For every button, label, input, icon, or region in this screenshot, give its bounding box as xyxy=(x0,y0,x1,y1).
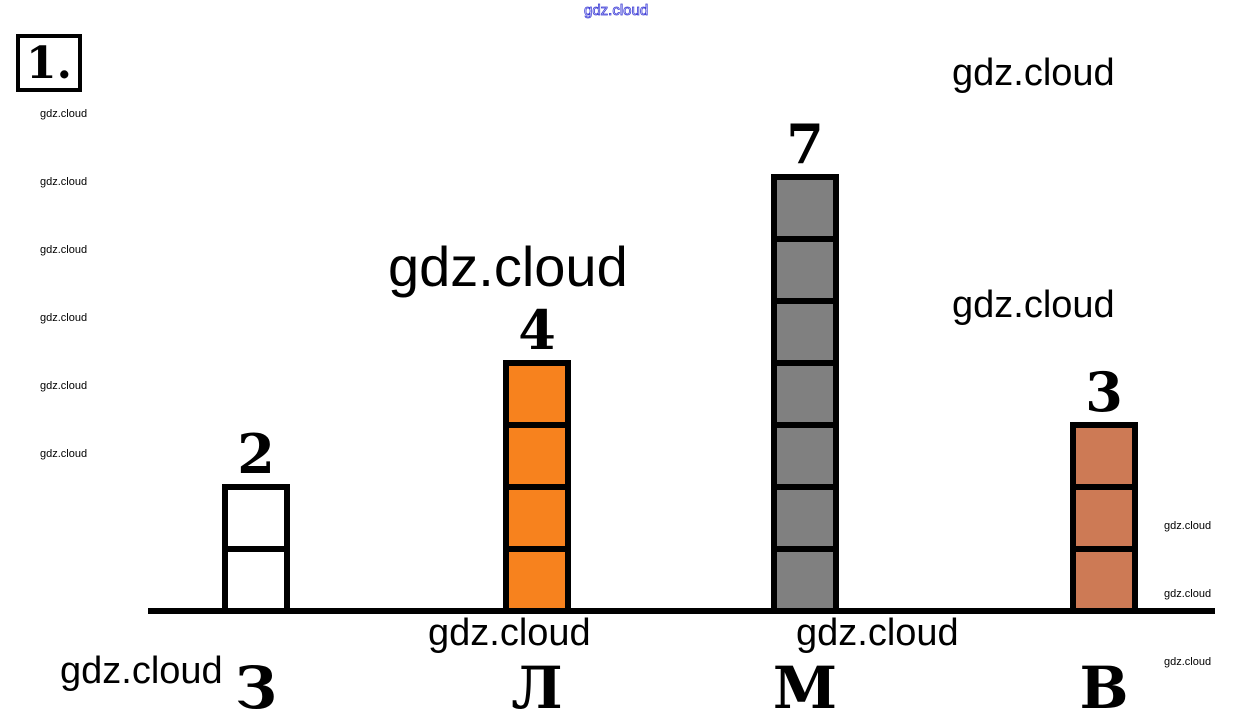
watermark-small: gdz.cloud xyxy=(1164,520,1212,532)
category-label: М xyxy=(773,654,837,722)
watermark-top: gdz.cloud xyxy=(584,2,649,20)
bar xyxy=(1070,422,1138,614)
watermark-small: gdz.cloud xyxy=(40,244,88,256)
watermark-small: gdz.cloud xyxy=(1164,656,1212,668)
watermark-medium: gdz.cloud xyxy=(952,52,1115,94)
watermark-small: gdz.cloud xyxy=(1164,588,1212,600)
bar xyxy=(771,174,839,614)
data-label: 3 xyxy=(1085,360,1123,424)
data-label: 4 xyxy=(518,298,556,362)
watermark-small: gdz.cloud xyxy=(40,380,88,392)
watermark-medium: gdz.cloud xyxy=(60,650,223,692)
category-label: В xyxy=(1079,654,1128,722)
watermark-small: gdz.cloud xyxy=(40,176,88,188)
data-label: 2 xyxy=(237,422,275,486)
watermark-medium: gdz.cloud xyxy=(428,612,591,654)
watermark-small: gdz.cloud xyxy=(40,108,88,120)
watermark-small: gdz.cloud xyxy=(40,448,88,460)
task-number: 1. xyxy=(16,34,82,92)
category-label: Л xyxy=(511,654,562,722)
data-label: 7 xyxy=(786,112,824,176)
watermark-large: gdz.cloud xyxy=(388,235,628,298)
watermark-medium: gdz.cloud xyxy=(952,284,1115,326)
category-label: З xyxy=(235,654,277,722)
watermark-small: gdz.cloud xyxy=(40,312,88,324)
watermark-medium: gdz.cloud xyxy=(796,612,959,654)
